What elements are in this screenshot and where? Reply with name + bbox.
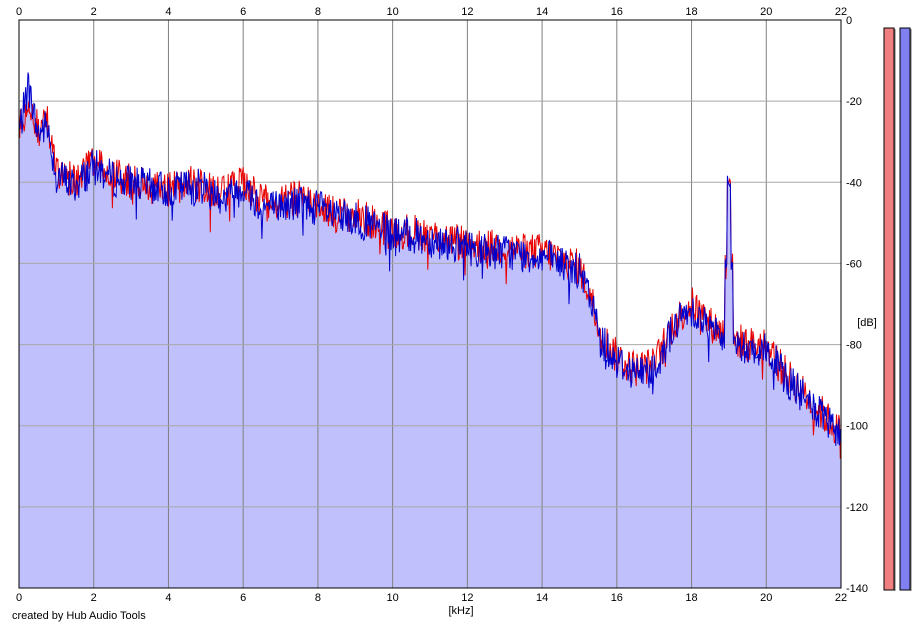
x-tick-label-top: 16 [611, 6, 623, 18]
series-line-red [18, 101, 842, 459]
x-tick-label-bottom: 14 [536, 592, 548, 604]
credit-text: created by Hub Audio Tools [12, 610, 146, 622]
x-tick-label-top: 22 [835, 6, 847, 18]
x-tick-label-top: 14 [536, 6, 548, 18]
x-tick-label-bottom: 2 [91, 592, 97, 604]
level-meter-right [899, 27, 911, 591]
x-tick-label-bottom: 6 [240, 592, 246, 604]
x-tick-label-top: 12 [461, 6, 473, 18]
y-tick-label: -80 [846, 340, 862, 352]
y-tick-labels: 0 -20 -40 -60 -80 -100 -120 -140 [846, 15, 868, 595]
y-tick-label: -40 [846, 177, 862, 189]
x-tick-label-top: 18 [685, 6, 697, 18]
x-tick-label-bottom: 18 [685, 592, 697, 604]
y-axis-label: [dB] [857, 317, 877, 329]
y-tick-label: -20 [846, 96, 862, 108]
x-tick-label-top: 20 [760, 6, 772, 18]
x-tick-label-top: 10 [387, 6, 399, 18]
x-tick-label-top: 8 [315, 6, 321, 18]
spectrum-area [19, 72, 841, 588]
x-tick-label-top: 4 [165, 6, 171, 18]
y-tick-label: -120 [846, 502, 868, 514]
spectrum-fill-area [19, 72, 841, 588]
series-line-blue [18, 72, 842, 446]
x-tick-label-top: 6 [240, 6, 246, 18]
x-tick-label-bottom: 22 [835, 592, 847, 604]
level-meters [883, 27, 912, 591]
x-tick-label-top: 2 [91, 6, 97, 18]
x-tick-labels-bottom: 0 2 4 6 8 10 12 14 16 18 20 22 [16, 592, 847, 604]
x-tick-label-top: 0 [16, 6, 22, 18]
x-tick-label-bottom: 12 [461, 592, 473, 604]
x-tick-label-bottom: 10 [387, 592, 399, 604]
y-tick-label: -100 [846, 421, 868, 433]
spectrum-series [18, 72, 842, 459]
x-tick-label-bottom: 4 [165, 592, 171, 604]
y-tick-label: -140 [846, 583, 868, 595]
y-tick-label: 0 [846, 15, 852, 27]
level-meter-left [883, 27, 895, 591]
x-tick-label-bottom: 0 [16, 592, 22, 604]
x-tick-labels-top: 0 2 4 6 8 10 12 14 16 18 20 22 [16, 6, 847, 18]
x-tick-label-bottom: 20 [760, 592, 772, 604]
y-tick-label: -60 [846, 258, 862, 270]
x-axis-label: [kHz] [448, 605, 473, 617]
x-tick-label-bottom: 8 [315, 592, 321, 604]
x-tick-label-bottom: 16 [611, 592, 623, 604]
plot-border [18, 19, 842, 589]
